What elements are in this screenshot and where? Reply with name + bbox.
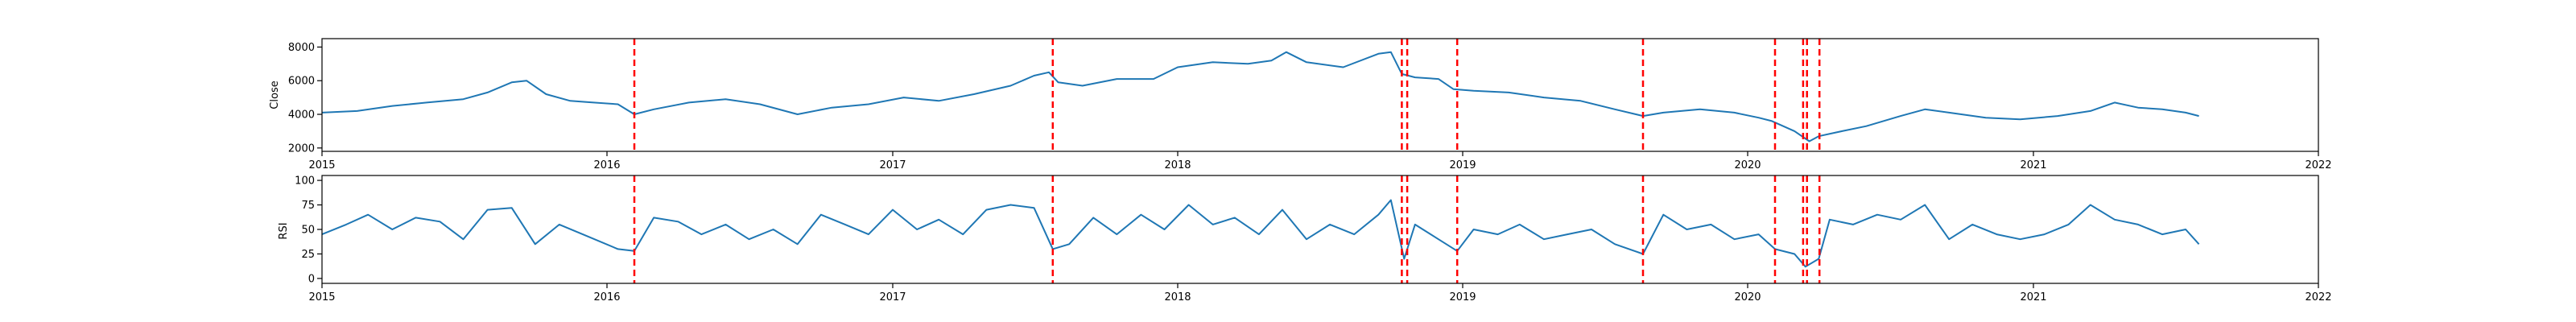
x-tick-label: 2016: [593, 291, 620, 303]
x-tick-label: 2018: [1164, 159, 1191, 171]
y-tick-label: 75: [301, 200, 315, 212]
close-price-panel: Close 2015 2016 2017 2018 2019 2020 2021 202220…: [269, 38, 2332, 171]
y-tick-label: 2000: [288, 142, 315, 155]
close-axis-label: Close: [269, 80, 281, 109]
x-tick-label: 2018: [1164, 291, 1191, 303]
x-tick-label: 2015: [308, 291, 335, 303]
x-tick-label: 2019: [1449, 159, 1476, 171]
y-tick-label: 4000: [288, 109, 315, 122]
x-tick-label: 2022: [2305, 291, 2331, 303]
x-tick-label: 2021: [2020, 159, 2046, 171]
rsi-panel: RSI 2015 2016 2017 2018 2019 2020 2021 2022 0 25 5…: [278, 175, 2332, 303]
y-tick-label: 8000: [288, 42, 315, 54]
y-tick-label: 50: [301, 225, 315, 237]
y-tick-label: 100: [295, 175, 315, 188]
y-tick-label: 25: [301, 249, 315, 261]
x-tick-label: 2015: [308, 159, 335, 171]
x-tick-label: 2016: [593, 159, 620, 171]
rsi-marks: 2015 2016 2017 2018 2019 2020 2021 2022 0 25 50 75 1…: [295, 175, 2332, 303]
x-tick-label: 2017: [879, 159, 906, 171]
rsi-axis-label: RSI: [278, 222, 290, 239]
x-tick-label: 2020: [1734, 159, 1761, 171]
x-tick-label: 2022: [2305, 159, 2331, 171]
y-tick-label: 6000: [288, 76, 315, 88]
x-tick-label: 2021: [2020, 291, 2046, 303]
x-tick-label: 2017: [879, 291, 906, 303]
series-line-0: [321, 199, 2200, 268]
axes-frame: [321, 38, 2319, 152]
series-line-0: [321, 51, 2199, 142]
x-tick-label: 2019: [1449, 291, 1476, 303]
axes-frame: [321, 175, 2319, 284]
y-tick-label: 0: [308, 273, 315, 285]
close-price-marks: 2015 2016 2017 2018 2019 2020 2021 2022 2000 4000…: [288, 38, 2332, 171]
x-tick-label: 2020: [1734, 291, 1761, 303]
